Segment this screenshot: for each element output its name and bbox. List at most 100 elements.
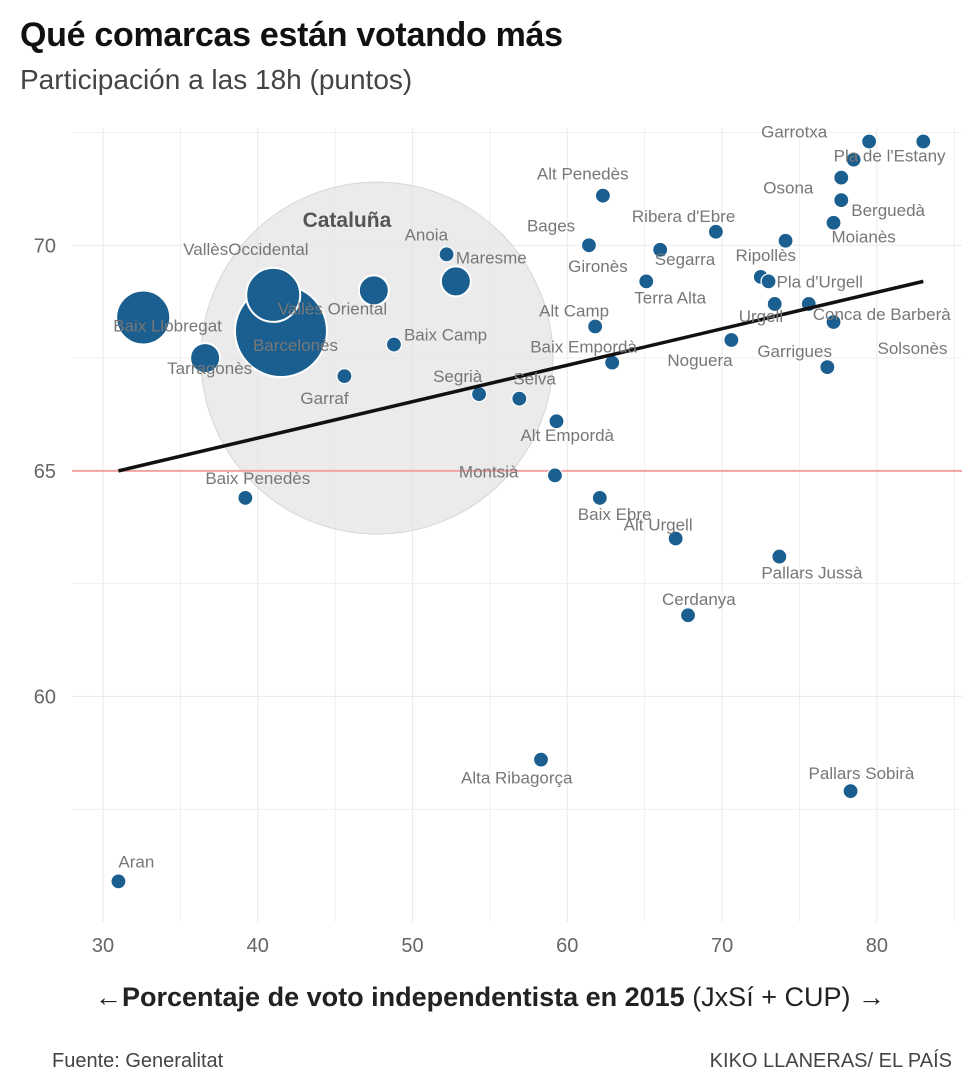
point-label: Garraf <box>300 389 348 408</box>
point-label: Alt Penedès <box>537 165 629 184</box>
point-label: Baix Ebre <box>578 505 652 524</box>
point-label: Pallars Jussà <box>761 564 863 583</box>
point <box>723 331 740 349</box>
point-label: Pla de l'Estany <box>834 147 946 166</box>
point-label: Vallès Oriental <box>278 299 387 318</box>
point-label: Baix Llobregat <box>113 316 222 335</box>
point <box>667 530 684 547</box>
y-tick-label: 70 <box>34 235 56 257</box>
point-label: Moianès <box>832 228 896 247</box>
point-label: Alt Urgell <box>624 516 693 535</box>
source-note: Fuente: Generalitat <box>52 1050 224 1072</box>
point <box>594 187 612 204</box>
x-tick-label: 30 <box>92 935 114 957</box>
point-label: Barcelonès <box>253 336 338 355</box>
point-label: Pallars Sobirà <box>809 764 915 783</box>
point <box>833 169 850 186</box>
point <box>707 223 724 240</box>
point <box>845 151 862 168</box>
point-label: Alt Empordà <box>520 426 614 445</box>
arrow-left-icon: ← <box>95 982 123 1012</box>
x-tick-label: 50 <box>401 935 423 957</box>
point <box>548 413 565 430</box>
point <box>842 783 859 800</box>
point <box>638 273 655 290</box>
point-label: Solsonès <box>878 339 948 358</box>
point-label: Baix Penedès <box>205 469 310 488</box>
point <box>385 336 403 353</box>
point <box>439 265 472 298</box>
axis-ticks: 30 40 50 60 70 80 60 65 70 <box>34 235 888 957</box>
point <box>580 237 598 254</box>
point-label: Noguera <box>667 351 733 370</box>
point <box>546 467 564 484</box>
point-label: Osona <box>763 179 814 198</box>
arrow-right-icon: → <box>857 982 885 1012</box>
point <box>825 214 842 231</box>
point <box>771 548 788 565</box>
point <box>115 289 172 346</box>
point-label: Gironès <box>568 257 628 276</box>
x-axis-title: ←Porcentaje de voto independentista en 2… <box>0 982 980 1013</box>
point-label: Selva <box>513 370 556 389</box>
chart-subtitle: Participación a las 18h (puntos) <box>20 64 413 95</box>
cataluna-label: Cataluña <box>303 209 392 232</box>
x-tick-label: 70 <box>711 935 733 957</box>
point-label: Segarra <box>655 250 716 269</box>
point-labels: Aran Baix Llobregat Tarragonès Baix Penedès… <box>113 123 951 872</box>
x-tick-label: 80 <box>866 935 888 957</box>
point-label: Ripollès <box>736 246 796 265</box>
point <box>237 489 254 507</box>
point <box>777 232 794 249</box>
credit-note: KIKO LLANERAS/ EL PAÍS <box>709 1050 952 1072</box>
point-label: Berguedà <box>851 201 925 220</box>
point <box>825 313 842 331</box>
point <box>915 133 932 150</box>
point-label: Pla d'Urgell <box>777 272 863 291</box>
point <box>833 192 850 209</box>
point <box>819 359 836 376</box>
point <box>766 295 783 313</box>
point <box>587 318 604 335</box>
point-label: Tarragonès <box>167 359 252 378</box>
point-label: Terra Alta <box>634 288 706 307</box>
point-label: Bages <box>527 216 575 235</box>
point-label: Garrotxa <box>761 123 828 142</box>
point-label: Alta Ribagorça <box>461 769 573 788</box>
point-label: Ribera d'Ebre <box>632 207 735 226</box>
point <box>357 274 390 307</box>
chart-title: Qué comarcas están votando más <box>20 16 563 54</box>
x-axis-title-normal: (JxSí + CUP) <box>684 982 858 1012</box>
point-label: Baix Empordà <box>530 338 637 357</box>
point-label: Anoia <box>405 225 449 244</box>
data-points <box>110 133 932 890</box>
point <box>110 873 127 890</box>
y-tick-label: 60 <box>34 686 56 708</box>
y-tick-label: 65 <box>34 461 56 483</box>
point <box>438 246 455 263</box>
point <box>679 607 697 624</box>
point-label: Montsià <box>459 462 519 481</box>
trend-line <box>118 279 924 473</box>
x-tick-label: 60 <box>556 935 578 957</box>
point-label: Alt Camp <box>539 302 609 321</box>
point-label: Urgell <box>739 307 783 326</box>
point-label: Garrigues <box>757 342 832 361</box>
point <box>532 751 550 768</box>
point-label: Conca de Barberà <box>813 305 952 324</box>
point <box>591 489 608 507</box>
point <box>511 390 528 407</box>
x-tick-label: 40 <box>247 935 269 957</box>
point-label: Segrià <box>433 367 483 386</box>
point <box>189 342 222 375</box>
point-label: Baix Camp <box>404 326 487 345</box>
point <box>336 368 353 385</box>
trend-line-group <box>118 279 924 473</box>
point-label: Aran <box>118 852 154 871</box>
point-label: VallèsOccidental <box>183 240 308 259</box>
point-label: Cerdanya <box>662 590 736 609</box>
point <box>245 266 302 323</box>
x-axis-title-bold: Porcentaje de voto independentista en 20… <box>122 982 685 1012</box>
point <box>861 133 878 150</box>
